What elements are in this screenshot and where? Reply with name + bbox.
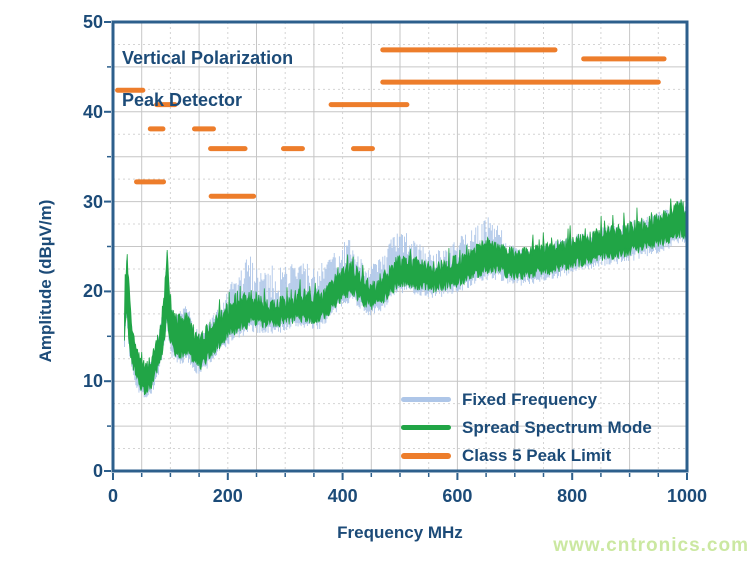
watermark: www.cntronics.com [553, 535, 749, 556]
chart-annotation-line2: Peak Detector [122, 90, 243, 110]
x-tick-label: 400 [327, 486, 358, 506]
legend-label: Spread Spectrum Mode [462, 417, 652, 437]
y-tick-label: 40 [82, 101, 103, 122]
class5-limit-line-swatch [401, 452, 451, 459]
legend: Fixed Frequency Spread Spectrum Mode Cla… [401, 390, 652, 465]
x-tick-label: 600 [442, 486, 473, 506]
y-axis-title: Amplitude (dBµV/m) [36, 199, 55, 363]
y-tick-label: 0 [92, 461, 103, 481]
y-tick-label: 30 [82, 191, 103, 212]
x-tick-label: 1000 [666, 486, 708, 506]
x-axis-title: Frequency MHz [337, 523, 463, 542]
legend-item-class5-limit: Class 5 Peak Limit [401, 446, 652, 465]
x-tick-label: 0 [107, 486, 118, 506]
legend-label: Fixed Frequency [462, 389, 598, 409]
x-tick-label: 800 [557, 486, 588, 506]
legend-item-spread-spectrum: Spread Spectrum Mode [401, 418, 652, 437]
legend-item-fixed-frequency: Fixed Frequency [401, 390, 652, 409]
y-tick-label: 20 [82, 281, 103, 302]
legend-label: Class 5 Peak Limit [462, 445, 612, 465]
x-tick-label: 200 [212, 486, 243, 506]
chart-annotation-line1: Vertical Polarization [122, 48, 294, 68]
chart-annotation: Vertical Polarization Peak Detector [122, 27, 293, 132]
y-tick-label: 50 [82, 12, 103, 32]
spread-spectrum-line-swatch [401, 425, 451, 430]
y-tick-label: 10 [82, 371, 103, 392]
fixed-frequency-line-swatch [401, 397, 451, 402]
